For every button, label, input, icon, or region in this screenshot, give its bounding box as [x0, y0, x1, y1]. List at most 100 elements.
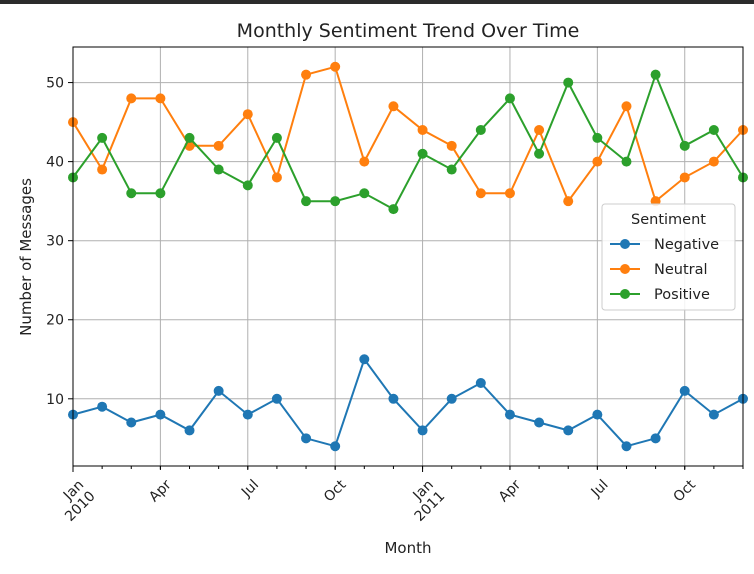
- series-negative: [68, 354, 748, 452]
- data-point: [359, 188, 370, 199]
- x-tick-label: Oct: [671, 477, 700, 506]
- data-point: [242, 409, 253, 420]
- legend-marker: [620, 289, 630, 299]
- legend-item: Neutral: [610, 262, 708, 278]
- data-point: [417, 148, 428, 159]
- data-point: [388, 393, 399, 404]
- data-point: [708, 156, 719, 167]
- plot-frame: [72, 46, 744, 467]
- data-point: [446, 140, 457, 151]
- y-tick-label: 20: [46, 313, 64, 329]
- data-point: [213, 140, 224, 151]
- data-point: [534, 125, 545, 136]
- data-point: [97, 164, 108, 175]
- data-point: [271, 172, 282, 183]
- legend-box: [601, 203, 736, 311]
- legend-item: Positive: [610, 287, 710, 303]
- data-point: [126, 93, 137, 104]
- data-point: [271, 132, 282, 143]
- legend-title: Sentiment: [631, 212, 706, 228]
- data-point: [504, 93, 515, 104]
- data-point: [563, 77, 574, 88]
- data-point: [97, 132, 108, 143]
- x-tick-label: Jul: [238, 477, 262, 501]
- data-point: [417, 425, 428, 436]
- data-point: [97, 401, 108, 412]
- data-point: [446, 393, 457, 404]
- data-point: [504, 188, 515, 199]
- data-point: [679, 172, 690, 183]
- data-point: [388, 101, 399, 112]
- data-point: [126, 417, 137, 428]
- legend-label: Positive: [654, 287, 710, 303]
- legend-marker: [620, 264, 630, 274]
- data-point: [242, 109, 253, 120]
- legend-item: Negative: [610, 237, 719, 253]
- data-point: [475, 377, 486, 388]
- data-point: [679, 140, 690, 151]
- data-point: [563, 196, 574, 207]
- data-point: [708, 125, 719, 136]
- series-lines: [68, 61, 748, 452]
- y-tick-label: 50: [46, 76, 64, 92]
- data-point: [563, 425, 574, 436]
- data-point: [155, 188, 166, 199]
- x-axis-label: Month: [384, 539, 431, 557]
- data-point: [213, 385, 224, 396]
- data-point: [184, 132, 195, 143]
- data-point: [592, 132, 603, 143]
- legend-label: Negative: [654, 237, 719, 253]
- y-axis-label: Number of Messages: [17, 178, 35, 336]
- x-tick-label: Jan2011: [400, 477, 448, 525]
- series-line: [72, 357, 744, 448]
- x-tick-label: Oct: [321, 477, 350, 506]
- x-tick-label: Apr: [146, 477, 175, 506]
- legend: Sentiment Negative Neutral Positive: [601, 203, 736, 311]
- data-point: [534, 148, 545, 159]
- data-point: [679, 385, 690, 396]
- x-tick-label: Jul: [588, 477, 612, 501]
- data-point: [708, 409, 719, 420]
- data-point: [621, 101, 632, 112]
- data-point: [475, 125, 486, 136]
- data-point: [446, 164, 457, 175]
- data-point: [621, 441, 632, 452]
- data-point: [388, 204, 399, 215]
- data-point: [621, 156, 632, 167]
- chart-title: Monthly Sentiment Trend Over Time: [237, 20, 580, 42]
- data-point: [155, 93, 166, 104]
- data-point: [534, 417, 545, 428]
- data-point: [126, 188, 137, 199]
- data-point: [184, 425, 195, 436]
- data-point: [592, 409, 603, 420]
- window-top-border: [0, 0, 754, 4]
- data-point: [504, 409, 515, 420]
- x-tick-label: Apr: [496, 477, 525, 506]
- x-tick-label: Jan2010: [51, 477, 99, 525]
- y-tick-label: 30: [46, 234, 64, 250]
- y-tick-label: 40: [46, 155, 64, 171]
- data-point: [301, 433, 312, 444]
- data-point: [330, 61, 341, 72]
- data-point: [475, 188, 486, 199]
- data-point: [271, 393, 282, 404]
- y-tick-label: 10: [46, 392, 64, 408]
- data-point: [301, 196, 312, 207]
- data-point: [213, 164, 224, 175]
- data-point: [359, 156, 370, 167]
- data-point: [650, 69, 661, 80]
- series-line: [72, 71, 744, 211]
- series-neutral: [68, 61, 748, 207]
- data-point: [359, 354, 370, 365]
- legend-label: Neutral: [654, 262, 708, 278]
- series-positive: [68, 69, 748, 215]
- data-point: [242, 180, 253, 191]
- data-point: [417, 125, 428, 136]
- legend-marker: [620, 239, 630, 249]
- data-point: [330, 441, 341, 452]
- data-point: [301, 69, 312, 80]
- data-point: [592, 156, 603, 167]
- data-point: [330, 196, 341, 207]
- data-point: [650, 433, 661, 444]
